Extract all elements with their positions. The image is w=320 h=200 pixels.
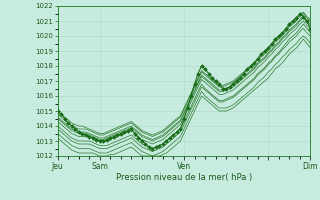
X-axis label: Pression niveau de la mer( hPa ): Pression niveau de la mer( hPa ) xyxy=(116,173,252,182)
